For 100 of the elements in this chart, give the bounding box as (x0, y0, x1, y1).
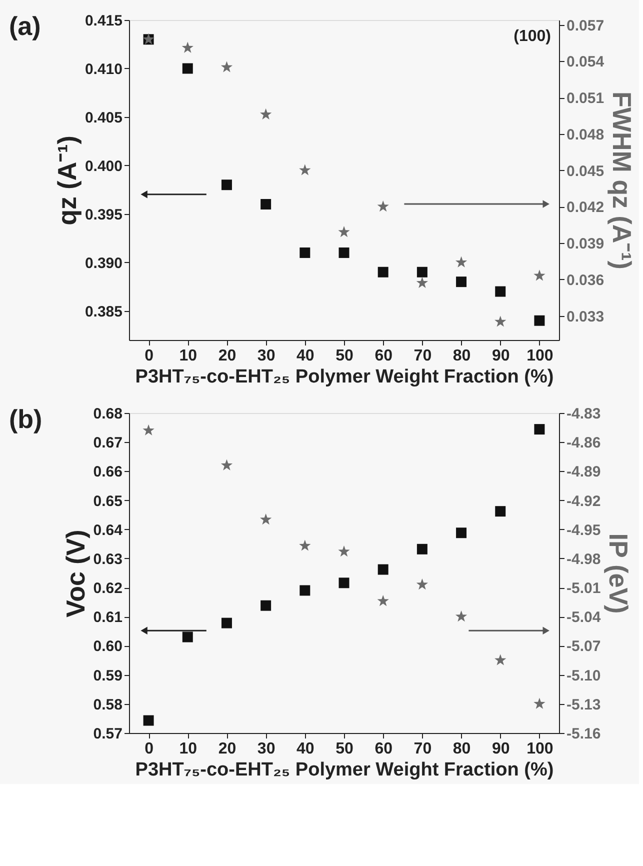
y2-tick-label: -4.83 (566, 406, 601, 422)
y2-tick-label: -5.07 (566, 638, 601, 656)
point (300, 247, 310, 258)
point (338, 226, 350, 238)
y-tick-label: 0.415 (84, 12, 122, 30)
y-tick-label: 0.57 (93, 726, 122, 742)
point (260, 600, 272, 611)
y2-tick-label: 0.039 (566, 236, 604, 253)
x-tick-label: 40 (296, 348, 314, 364)
point (378, 564, 388, 575)
y-tick-label: 0.59 (93, 667, 122, 684)
y-axis-title: Voc (V) (60, 530, 90, 618)
x-tick-label: 20 (218, 740, 236, 758)
point (182, 63, 193, 74)
y-tick-label: 0.67 (93, 434, 122, 452)
point (338, 578, 350, 588)
y-tick-label: 0.62 (93, 580, 122, 598)
point (495, 506, 506, 517)
point (377, 200, 389, 212)
point (455, 610, 468, 622)
point (182, 632, 193, 642)
x-tick-label: 30 (257, 348, 276, 364)
x-tick-label: 70 (414, 740, 432, 758)
y2-axis-title: IP (eV) (604, 533, 634, 614)
point (260, 199, 272, 210)
point (534, 315, 545, 326)
y2-tick-label: -4.89 (566, 464, 601, 481)
x-tick-label: 10 (179, 740, 198, 758)
point (182, 42, 194, 53)
point (221, 180, 232, 190)
y-tick-label: 0.66 (93, 464, 122, 481)
point (456, 276, 467, 288)
x-tick-label: 80 (452, 348, 471, 364)
point (534, 698, 546, 709)
y-tick-label: 0.63 (93, 550, 122, 568)
point (260, 108, 272, 120)
x-tick-label: 0 (144, 740, 154, 758)
x-tick-label: 20 (218, 348, 236, 364)
point (220, 459, 233, 470)
x-axis-title: P3HT₇₅-co-EHT₂₅ Polymer Weight Fraction (%) (135, 760, 554, 780)
point (416, 276, 428, 288)
y-tick-label: 0.390 (84, 254, 122, 272)
x-axis-title: P3HT₇₅-co-EHT₂₅ Polymer Weight Fraction (%) (135, 366, 554, 388)
y-tick-label: 0.385 (84, 303, 122, 320)
x-tick-label: 10 (179, 348, 198, 364)
y2-tick-label: -5.01 (566, 580, 601, 598)
y2-tick-label: 0.051 (566, 90, 604, 108)
y2-tick-label: 0.054 (566, 54, 605, 71)
point (142, 424, 154, 436)
point (494, 654, 506, 666)
point (300, 585, 310, 596)
y2-tick-label: 0.045 (566, 162, 604, 180)
x-tick-label: 0 (144, 348, 154, 364)
point (494, 316, 506, 327)
text: (a) (9, 11, 41, 41)
y2-tick-label: 0.048 (566, 126, 604, 144)
y2-tick-label: 0.036 (566, 272, 604, 289)
y2-tick-label: -5.13 (566, 696, 601, 714)
y2-tick-label: -4.92 (566, 492, 601, 510)
y-tick-label: 0.65 (93, 492, 122, 510)
point (378, 266, 388, 278)
y2-tick-label: -4.86 (566, 434, 601, 452)
y2-axis-title: FWHM qz (A⁻¹) (607, 92, 638, 270)
y-tick-label: 0.395 (84, 206, 122, 224)
y-tick-label: 0.400 (84, 158, 122, 175)
point (534, 424, 545, 435)
point (416, 544, 428, 554)
y2-tick-label: 0.042 (566, 199, 604, 216)
x-tick-label: 50 (336, 348, 354, 364)
point (495, 286, 506, 297)
x-tick-label: 50 (336, 740, 354, 758)
annotation: (100) (514, 28, 551, 45)
point (299, 540, 311, 551)
y-tick-label: 0.64 (93, 522, 124, 539)
y2-tick-label: -5.16 (566, 726, 601, 742)
x-tick-label: 90 (492, 348, 510, 364)
y2-tick-label: 0.057 (566, 17, 604, 34)
x-tick-label: 90 (492, 740, 510, 758)
y2-tick-label: -4.98 (566, 550, 601, 568)
x-tick-label: 60 (374, 348, 393, 364)
y-axis-title: qz (A⁻¹) (52, 136, 82, 226)
y-tick-label: 0.61 (93, 609, 122, 626)
y2-tick-label: -5.10 (566, 667, 601, 684)
point (338, 247, 350, 258)
point (220, 61, 233, 72)
text: (b) (9, 404, 42, 434)
point (260, 514, 272, 525)
y-tick-label: 0.405 (84, 109, 122, 126)
point (143, 715, 154, 726)
x-tick-label: 100 (526, 740, 554, 758)
point (221, 618, 232, 628)
point (377, 594, 389, 606)
x-tick-label: 40 (296, 740, 314, 758)
y2-tick-label: -4.95 (566, 522, 601, 539)
point (338, 546, 350, 557)
y2-tick-label: 0.033 (566, 308, 604, 326)
y-tick-label: 0.410 (84, 60, 122, 78)
point (455, 256, 468, 268)
point (416, 578, 428, 590)
x-tick-label: 30 (257, 740, 276, 758)
